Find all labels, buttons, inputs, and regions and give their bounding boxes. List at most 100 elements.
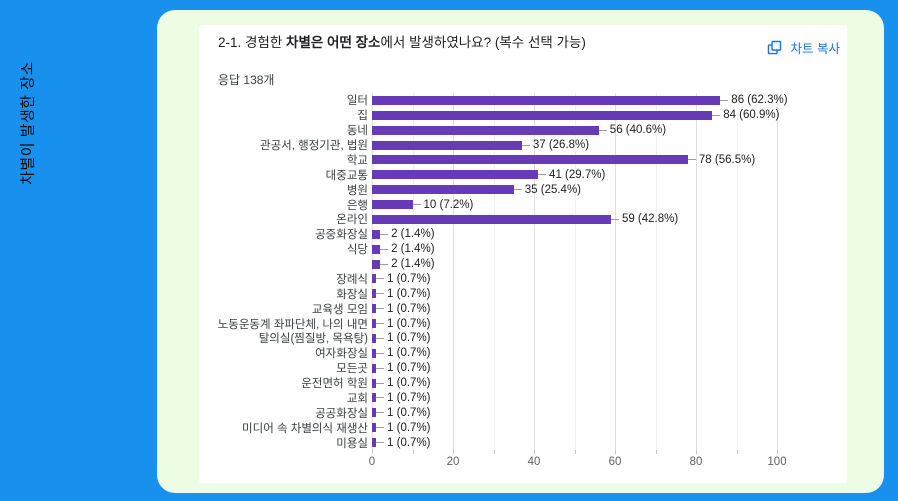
chart-row: 노동운동계 좌파단체, 나의 내면 1 (0.7%): [199, 316, 847, 331]
question-title: 2-1. 경험한 차별은 어떤 장소에서 발생하였나요? (복수 선택 가능): [218, 34, 586, 52]
grid-line: [655, 93, 657, 450]
bar-area: 1 (0.7%): [372, 288, 431, 300]
bar-area: 2 (1.4%): [372, 243, 435, 255]
value-whisker: [376, 352, 385, 354]
grid-line: [574, 93, 576, 450]
chart-card: 2-1. 경험한 차별은 어떤 장소에서 발생하였나요? (복수 선택 가능) …: [199, 25, 847, 483]
value-whisker: [376, 412, 385, 414]
category-label: 동네: [346, 125, 368, 138]
value-whisker: [687, 159, 696, 161]
grid-line: [372, 93, 373, 450]
value-label: 1 (0.7%): [387, 377, 431, 390]
bar: [372, 200, 413, 210]
value-label: 1 (0.7%): [387, 362, 431, 375]
value-label: 1 (0.7%): [387, 332, 431, 345]
axis-tick: [453, 450, 454, 454]
bar-area: 41 (29.7%): [372, 169, 605, 181]
bar: [372, 363, 377, 373]
value-label: 84 (60.9%): [723, 109, 780, 122]
bar: [372, 229, 381, 239]
bar-area: 1 (0.7%): [372, 318, 431, 330]
value-label: 1 (0.7%): [387, 406, 431, 419]
value-whisker: [720, 99, 729, 101]
value-whisker: [376, 337, 385, 339]
bar: [372, 95, 721, 105]
category-label: 은행: [346, 199, 368, 212]
copy-chart-button[interactable]: 차트 복사: [764, 36, 842, 59]
chart-row: 장례식 1 (0.7%): [199, 272, 847, 287]
category-label: 화장실: [336, 288, 368, 301]
category-label: 공중화장실: [315, 229, 368, 242]
bar: [372, 140, 522, 150]
bar-area: 1 (0.7%): [372, 273, 431, 285]
bar-area: 1 (0.7%): [372, 332, 431, 344]
value-whisker: [376, 382, 385, 384]
bar-area: 10 (7.2%): [372, 199, 473, 211]
value-whisker: [598, 129, 607, 131]
value-label: 78 (56.5%): [698, 153, 756, 166]
bar-area: 56 (40.6%): [372, 124, 666, 136]
category-label: 대중교통: [325, 169, 368, 182]
axis-tick: [493, 450, 495, 454]
chart-row: 2 (1.4%): [199, 257, 847, 272]
value-whisker: [380, 263, 389, 265]
value-label: 1 (0.7%): [387, 287, 431, 300]
bar: [372, 259, 381, 269]
grid-line: [534, 93, 535, 450]
bar-area: 35 (25.4%): [372, 184, 581, 196]
bar-area: 1 (0.7%): [372, 407, 431, 419]
grid-line: [777, 93, 778, 450]
chart-row: 온라인 59 (42.8%): [199, 212, 847, 227]
chart-row: 대중교통 41 (29.7%): [199, 167, 847, 182]
axis-tick: [534, 450, 535, 454]
value-label: 1 (0.7%): [387, 302, 431, 315]
category-label: 온라인: [336, 214, 368, 227]
value-whisker: [380, 233, 389, 235]
value-whisker: [376, 367, 385, 369]
grid-line: [736, 93, 738, 450]
category-label: 공공화장실: [315, 407, 368, 420]
chart-row: 일터 86 (62.3%): [199, 93, 847, 108]
chart-row: 공중화장실 2 (1.4%): [199, 227, 847, 242]
grid-line: [412, 93, 414, 450]
bar-area: 1 (0.7%): [372, 392, 431, 404]
x-axis-label: 0: [368, 456, 376, 468]
question-title-bold: 차별은 어떤 장소: [286, 35, 381, 50]
value-label: 1 (0.7%): [387, 272, 431, 285]
bar: [372, 423, 377, 433]
value-label: 1 (0.7%): [387, 391, 431, 404]
value-label: 10 (7.2%): [423, 198, 474, 211]
bar-area: 1 (0.7%): [372, 362, 431, 374]
chart-row: 동네 56 (40.6%): [199, 123, 847, 138]
axis-tick: [574, 450, 576, 454]
category-label: 일터: [346, 95, 368, 108]
bar-area: 1 (0.7%): [372, 347, 431, 359]
bar: [372, 110, 713, 120]
grid-line: [493, 93, 495, 450]
category-label: 교육생 모임: [311, 303, 368, 316]
value-label: 86 (62.3%): [731, 94, 788, 107]
axis-tick: [777, 450, 778, 454]
value-label: 41 (29.7%): [549, 168, 606, 181]
value-whisker: [376, 308, 385, 310]
chart-row: 미디어 속 차별의식 재생산 1 (0.7%): [199, 420, 847, 435]
grid-line: [453, 93, 454, 450]
question-title-suffix: 에서 발생하였나요? (복수 선택 가능): [380, 35, 586, 50]
chart-row: 운전면허 학원 1 (0.7%): [199, 376, 847, 391]
category-label: 미용실: [336, 437, 368, 450]
value-label: 1 (0.7%): [387, 421, 431, 434]
bar: [372, 438, 377, 448]
chart-row: 공공화장실 1 (0.7%): [199, 405, 847, 420]
category-label: 학교: [346, 154, 368, 167]
value-label: 35 (25.4%): [524, 183, 582, 196]
axis-tick: [615, 450, 616, 454]
value-whisker: [513, 189, 522, 191]
category-label: 식당: [346, 244, 368, 257]
x-axis-label: 20: [446, 456, 460, 468]
chart-row: 탈의실(찜질방, 목욕탕) 1 (0.7%): [199, 331, 847, 346]
bar: [372, 155, 688, 165]
category-label: 탈의실(찜질방, 목욕탕): [258, 333, 368, 346]
bar: [372, 304, 377, 314]
chart-row: 교육생 모임 1 (0.7%): [199, 301, 847, 316]
bar: [372, 244, 381, 254]
